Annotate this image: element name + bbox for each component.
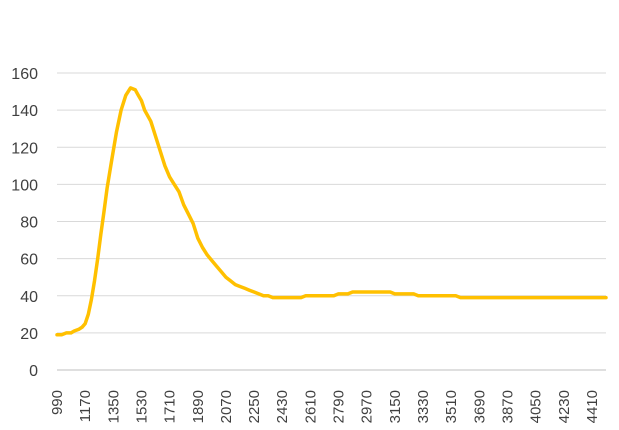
x-tick-label: 1350 [105, 390, 122, 423]
y-tick-label: 160 [11, 66, 38, 83]
x-tick-label: 2790 [331, 390, 348, 423]
x-tick-label: 2610 [302, 390, 319, 423]
gridlines [57, 72, 606, 371]
x-tick-label: 2970 [359, 390, 376, 423]
x-tick-label: 3330 [415, 390, 432, 423]
x-tick-label: 4410 [584, 390, 601, 423]
x-tick-label: 990 [49, 390, 66, 415]
x-tick-label: 3690 [471, 390, 488, 423]
x-tick-label: 4230 [556, 390, 573, 423]
x-tick-label: 4050 [528, 390, 545, 423]
y-tick-label: 80 [20, 215, 38, 232]
x-tick-label: 2250 [246, 390, 263, 423]
y-tick-label: 100 [11, 177, 38, 194]
x-tick-label: 3150 [387, 390, 404, 423]
x-tick-label: 2070 [218, 390, 235, 423]
series-layer [55, 86, 608, 337]
y-axis-ticks: 0 20 40 60 80 100 120 140 160 [11, 66, 38, 380]
x-tick-label: 2430 [274, 390, 291, 423]
y-tick-label: 60 [20, 252, 38, 269]
x-axis-ticks: 990 1170 1350 1530 1710 1890 2070 2250 2430 2610 2… [49, 390, 601, 423]
y-tick-label: 40 [20, 289, 38, 306]
x-tick-label: 1530 [133, 390, 150, 423]
y-tick-label: 0 [29, 363, 38, 380]
y-tick-label: 120 [11, 140, 38, 157]
x-tick-label: 3870 [499, 390, 516, 423]
series-line [55, 86, 608, 337]
x-tick-label: 3510 [443, 390, 460, 423]
y-tick-label: 20 [20, 326, 38, 343]
y-tick-label: 140 [11, 103, 38, 120]
x-tick-label: 1890 [190, 390, 207, 423]
x-tick-label: 1710 [162, 390, 179, 423]
x-tick-label: 1170 [77, 390, 94, 422]
